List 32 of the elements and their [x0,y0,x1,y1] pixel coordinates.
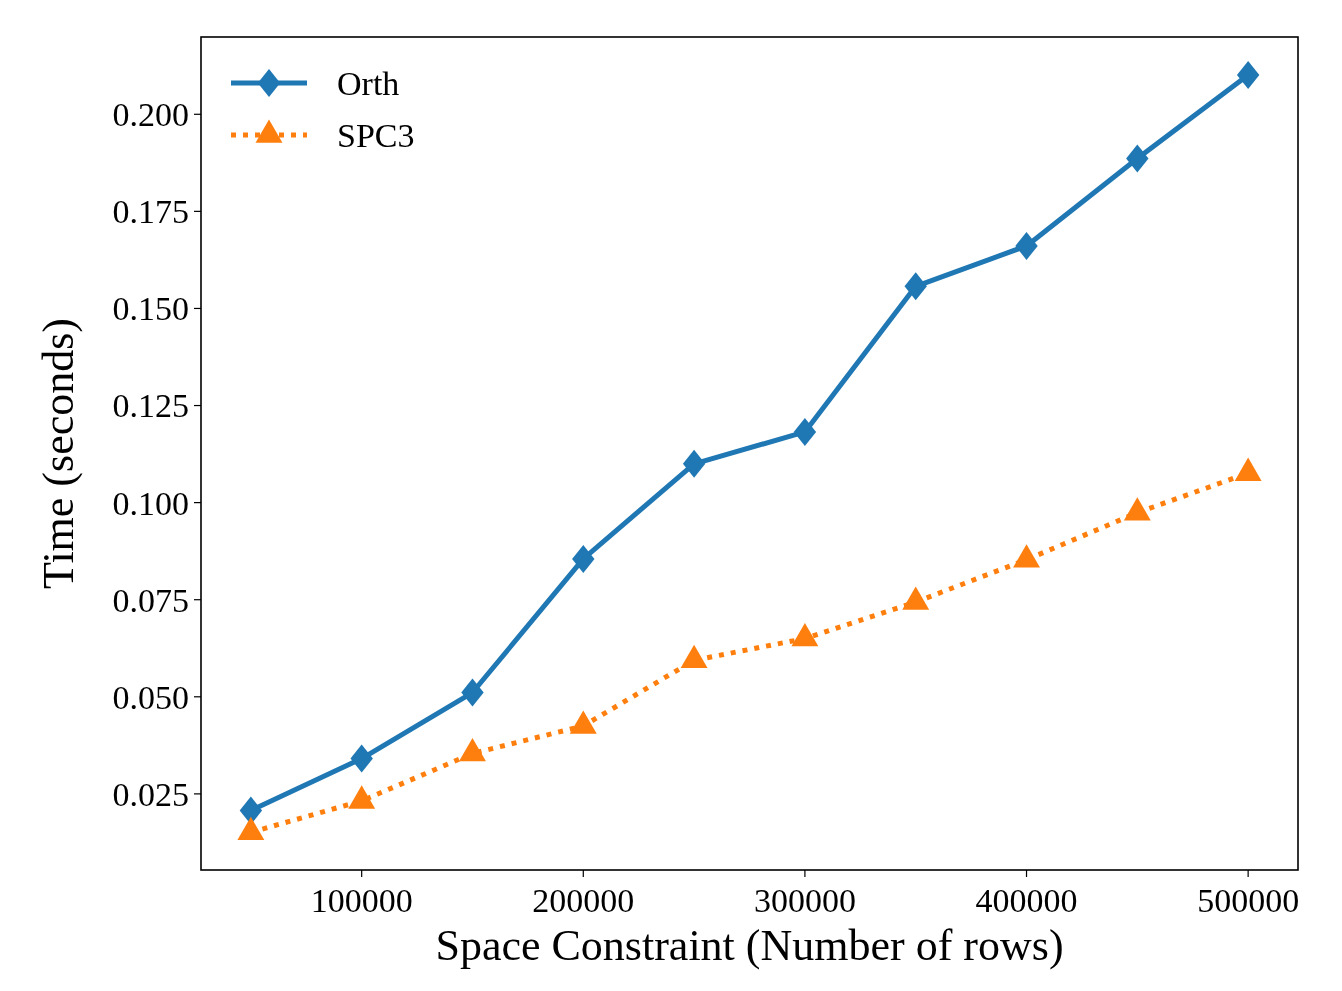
y-tick-label: 0.050 [112,678,189,716]
point [1126,144,1149,173]
point [680,644,708,669]
point [1013,544,1040,568]
point [1015,231,1038,260]
point [904,272,927,301]
point [902,586,930,610]
y-axis-title: Time (seconds) [34,318,83,589]
point [791,623,819,647]
y-tick-label: 0.025 [112,775,189,813]
legend-label: Orth [337,64,400,102]
point [237,816,265,841]
x-tick-label: 300000 [753,882,856,919]
y-tick-label: 0.175 [112,193,189,231]
x-tick-label: 100000 [310,882,413,919]
y-tick-label: 0.150 [112,290,189,328]
legend-label: SPC3 [337,116,415,154]
y-tick-label: 0.075 [112,581,189,619]
point [793,417,817,446]
x-tick-label: 400000 [975,882,1078,919]
x-tick-label: 500000 [1197,882,1300,919]
point [569,710,597,734]
x-tick-label: 200000 [532,882,635,919]
x-axis-title: Space Constraint (Number of rows) [435,921,1064,970]
point [459,737,486,762]
point [682,449,706,478]
point [1123,497,1151,521]
y-tick-label: 0.200 [112,96,189,134]
point [348,785,376,809]
y-tick-label: 0.125 [112,387,189,425]
point [1236,61,1260,90]
y-tick-label: 0.100 [112,484,189,522]
